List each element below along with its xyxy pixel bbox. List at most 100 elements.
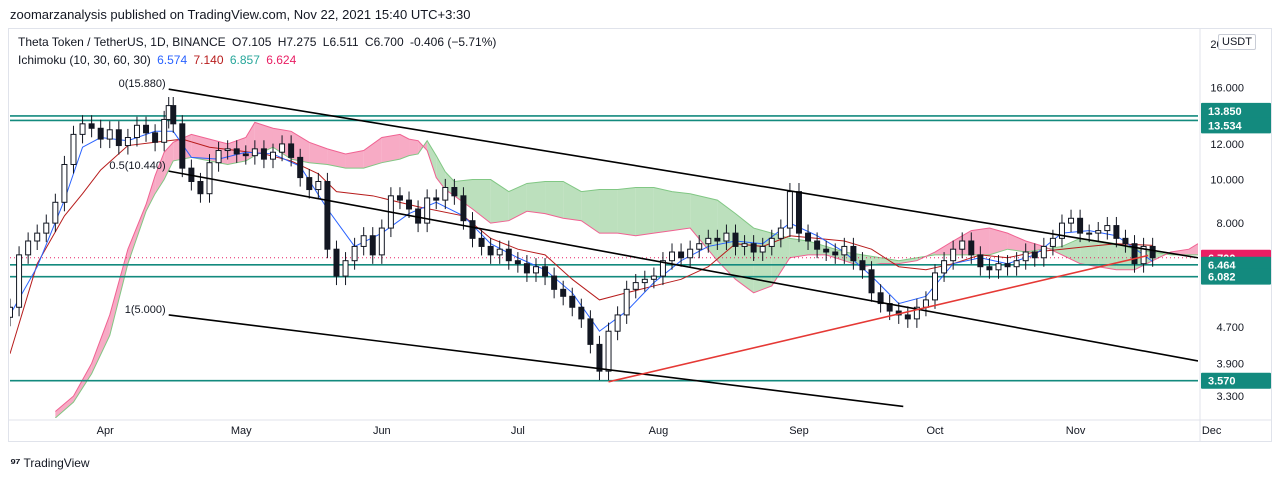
candle-up — [922, 299, 929, 308]
candle-down — [551, 275, 558, 290]
candle-up — [16, 254, 23, 308]
candle-down — [143, 124, 150, 134]
candle-down — [560, 288, 567, 297]
legend-indicator-row[interactable]: Ichimoku (10, 30, 60, 30) 6.574 7.140 6.… — [18, 53, 296, 67]
ichimoku-cloud-segment — [935, 241, 954, 255]
candle-down — [1077, 217, 1084, 234]
candle-down — [596, 343, 603, 372]
ichimoku-cloud-segment — [989, 228, 1008, 255]
x-tick-label: May — [231, 425, 252, 437]
candle-down — [1004, 263, 1011, 268]
candle-down — [260, 148, 267, 160]
candle-up — [279, 143, 286, 153]
candle-up — [913, 306, 920, 320]
candle-up — [251, 148, 258, 157]
trend-line — [608, 254, 1149, 383]
ichimoku-cloud-segment — [91, 314, 110, 374]
candle-up — [1013, 260, 1020, 268]
ichimoku-cloud-segment — [563, 181, 582, 221]
candle-up — [669, 251, 676, 262]
candle-up — [941, 260, 948, 274]
ichimoku-cloud-segment — [690, 193, 718, 261]
candle-up — [1022, 251, 1029, 262]
ichimoku-cloud-segment — [653, 187, 673, 234]
candle-down — [487, 245, 494, 256]
candle-down — [714, 237, 721, 242]
legend-spanA-value: 6.857 — [229, 53, 260, 67]
ichimoku-cloud-segment — [427, 140, 437, 178]
candle-up — [995, 263, 1002, 271]
ichimoku-cloud-segment — [635, 187, 654, 236]
candle-down — [115, 129, 122, 147]
x-tick-label: Nov — [1066, 425, 1086, 437]
footer-brand: TradingView — [23, 455, 90, 470]
ichimoku-cloud-segment — [399, 134, 410, 160]
ichimoku-cloud-segment — [127, 204, 147, 264]
candle-down — [750, 243, 757, 253]
candle-down — [587, 318, 594, 345]
candle-down — [578, 306, 585, 320]
candle-down — [97, 127, 104, 140]
candle-up — [623, 288, 630, 316]
legend-high: H7.275 — [277, 35, 317, 49]
candle-up — [215, 150, 222, 164]
candle-up — [315, 180, 322, 191]
candle-down — [823, 248, 830, 253]
ichimoku-cloud-segment — [617, 187, 636, 236]
currency-badge[interactable]: USDT — [1218, 34, 1256, 50]
channel-line — [168, 88, 1198, 259]
x-tick-label: Jul — [511, 425, 525, 437]
candle-down — [152, 132, 159, 143]
y-tick-label: 3.900 — [1216, 358, 1244, 370]
candle-down — [469, 220, 476, 239]
candle-up — [1104, 225, 1111, 232]
candle-up — [496, 248, 503, 256]
publisher-bar: zoomarzanalysis published on TradingView… — [0, 0, 1280, 28]
candle-up — [61, 163, 68, 203]
candle-up — [1140, 245, 1147, 265]
candle-down — [233, 148, 240, 155]
candle-up — [1086, 232, 1093, 235]
legend-spanB-value: 6.624 — [266, 53, 297, 67]
ichimoku-cloud-segment — [436, 155, 446, 190]
chart-frame — [8, 28, 1272, 442]
ichimoku-cloud-segment — [146, 175, 156, 212]
candle-down — [986, 266, 993, 271]
candle-down — [1113, 225, 1120, 239]
x-tick-label: Oct — [926, 425, 943, 437]
candle-down — [868, 269, 875, 294]
candle-up — [786, 191, 793, 229]
candle-down — [904, 314, 911, 320]
candle-down — [396, 195, 403, 201]
candle-down — [369, 235, 376, 256]
ichimoku-span-a-line — [55, 139, 1198, 418]
candle-up — [696, 243, 703, 250]
candle-up — [106, 129, 113, 140]
candle-up — [687, 248, 694, 259]
candle-up — [424, 197, 431, 224]
y-tick-label: 4.700 — [1216, 322, 1244, 334]
candle-up — [34, 232, 41, 242]
candle-up — [841, 245, 848, 256]
candle-up — [932, 272, 939, 301]
candle-down — [288, 143, 295, 158]
price-axis-label-bg — [1201, 372, 1271, 389]
plot-area: 0(15.880) 0.5(10.440) 1(5.000) — [10, 78, 1198, 418]
candle-up — [950, 248, 957, 262]
candle-down — [1122, 237, 1129, 245]
candle-up — [1095, 230, 1102, 234]
ichimoku-cloud-segment — [508, 183, 527, 221]
ichimoku-cloud-segment — [109, 249, 128, 336]
candle-down — [433, 197, 440, 201]
ichimoku-cloud-segment — [771, 233, 790, 286]
ichimoku-cloud-segment — [672, 191, 691, 231]
candle-up — [70, 133, 77, 165]
candle-up — [378, 227, 385, 256]
candle-down — [523, 263, 530, 274]
ichimoku-cloud-segment — [1007, 233, 1026, 253]
ichimoku-cloud-segment — [291, 131, 310, 163]
candle-up — [705, 237, 712, 245]
ichimoku-cloud-segment — [1098, 241, 1117, 270]
candle-down — [832, 251, 839, 256]
